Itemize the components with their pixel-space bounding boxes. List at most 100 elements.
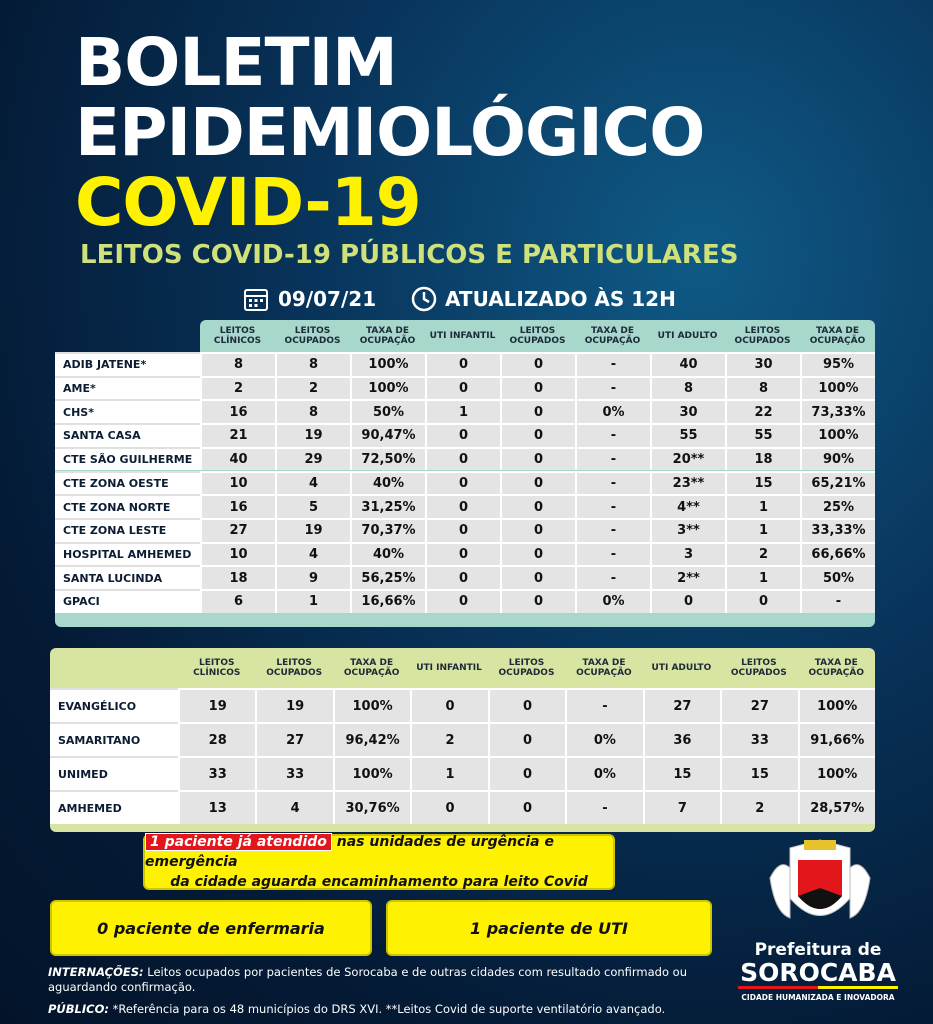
table-cell: 33 <box>255 756 333 790</box>
table-cell: 40% <box>350 541 425 566</box>
table-cell: 0 <box>500 565 575 589</box>
table-cell: 16,66% <box>350 589 425 613</box>
note-label: PÚBLICO: <box>48 1002 109 1016</box>
title-line: COVID-19 <box>75 164 422 241</box>
row-name: CTE ZONA NORTE <box>55 494 200 518</box>
note-text: *Referência para os 48 municípios do DRS… <box>108 1002 666 1016</box>
table-cell: 8 <box>650 375 725 400</box>
table-cell: 100% <box>350 352 425 376</box>
table-cell: 8 <box>200 352 275 376</box>
table-cell: - <box>565 688 643 722</box>
notice-highlight: 1 paciente já atendido <box>145 833 332 851</box>
table-cell: 19 <box>178 688 256 722</box>
table-cell: 18 <box>200 565 275 589</box>
table-cell: 0 <box>500 352 575 376</box>
row-name: SANTA LUCINDA <box>55 565 200 589</box>
notice-box: 1 paciente já atendido nas unidades de u… <box>143 833 615 890</box>
table-cell: 7 <box>642 790 721 824</box>
table-cell: 4** <box>650 494 725 518</box>
table-cell: 15 <box>642 756 721 790</box>
note-label: INTERNAÇÕES: <box>48 965 144 979</box>
column-header: LEITOS CLÍNICOS <box>213 326 262 346</box>
table-cell: 0 <box>425 494 500 518</box>
notice-text: da cidade aguarda encaminhamento para le… <box>170 874 588 890</box>
table-cell: 9 <box>275 565 350 589</box>
table-cell: 0 <box>425 470 500 495</box>
column-header: TAXA DE OCUPAÇÃO <box>584 326 641 346</box>
table-cell: 0 <box>650 589 725 613</box>
table-cell: 72,50% <box>350 446 425 471</box>
table-cell: 1 <box>275 589 350 613</box>
table-cell: 0 <box>487 790 566 824</box>
table-cell: 0 <box>410 688 488 722</box>
row-name: AMHEMED <box>50 790 178 824</box>
table-cell: - <box>565 790 643 824</box>
note: PÚBLICO: *Referência para os 48 municípi… <box>48 1002 728 1017</box>
table-cell: 31,25% <box>350 494 425 518</box>
table-cell: 0 <box>500 494 575 518</box>
table-cell: 96,42% <box>332 722 411 756</box>
table-cell: 0 <box>500 375 575 400</box>
table-cell: 40% <box>350 470 425 495</box>
row-name: SAMARITANO <box>50 722 178 756</box>
table-cell: 16 <box>200 494 275 518</box>
table-cell: 8 <box>275 352 350 376</box>
table-cell: 30,76% <box>332 790 411 824</box>
table-cell: 0% <box>575 399 650 424</box>
table-cell: 1 <box>425 399 500 424</box>
title-line: BOLETIM <box>75 24 398 101</box>
column-header: LEITOS OCUPADOS <box>734 326 791 346</box>
table-cell: 95% <box>800 352 875 376</box>
table-cell: 2 <box>275 375 350 400</box>
logo-stripe <box>738 986 898 989</box>
table-cell: 36 <box>642 722 721 756</box>
table-cell: 0 <box>425 517 500 542</box>
table-cell: 0 <box>500 541 575 566</box>
table-cell: 16 <box>200 399 275 424</box>
table-cell: 0 <box>500 517 575 542</box>
table-cell: 30 <box>725 352 800 376</box>
table-cell: 3 <box>650 541 725 566</box>
table-cell: 2 <box>720 790 798 824</box>
table-cell: 0 <box>725 589 800 613</box>
column-header: UTI INFANTIL <box>416 663 482 673</box>
column-header: UTI ADULTO <box>651 663 712 673</box>
table-cell: 90,47% <box>350 423 425 447</box>
table-cell: 0 <box>500 470 575 495</box>
table-cell: 100% <box>797 688 875 722</box>
column-header: LEITOS CLÍNICOS <box>193 658 241 678</box>
column-header: TAXA DE OCUPAÇÃO <box>576 658 632 678</box>
table-cell: 0% <box>565 756 643 790</box>
table-cell: 2** <box>650 565 725 589</box>
table-cell: 50% <box>800 565 875 589</box>
table-cell: 30 <box>650 399 725 424</box>
table-cell: 27 <box>720 688 798 722</box>
table-cell: 0 <box>500 446 575 471</box>
table-cell: - <box>800 589 875 613</box>
table-cell: 19 <box>275 423 350 447</box>
table-cell: 0 <box>500 423 575 447</box>
table-cell: 0% <box>575 589 650 613</box>
table-cell: 25% <box>800 494 875 518</box>
column-header: LEITOS OCUPADOS <box>284 326 341 346</box>
row-name: AME* <box>55 375 200 400</box>
table-cell: 18 <box>725 446 800 471</box>
patient-box: 1 paciente de UTI <box>386 900 712 956</box>
logo-line: Prefeitura de <box>754 940 882 960</box>
table-cell: 21 <box>200 423 275 447</box>
table-cell: - <box>575 494 650 518</box>
table-cell: 28,57% <box>797 790 875 824</box>
table-cell: 55 <box>725 423 800 447</box>
table-cell: 27 <box>255 722 333 756</box>
table-cell: 1 <box>725 565 800 589</box>
table-cell: 23** <box>650 470 725 495</box>
table-cell: 0 <box>410 790 488 824</box>
column-header: UTI ADULTO <box>657 331 718 341</box>
column-header: TAXA DE OCUPAÇÃO <box>359 326 416 346</box>
table-cell: 28 <box>178 722 256 756</box>
table-cell: 55 <box>650 423 725 447</box>
subtitle: LEITOS COVID-19 PÚBLICOS E PARTICULARES <box>80 240 739 270</box>
table-cell: 100% <box>797 756 875 790</box>
column-header: LEITOS OCUPADOS <box>266 658 323 678</box>
